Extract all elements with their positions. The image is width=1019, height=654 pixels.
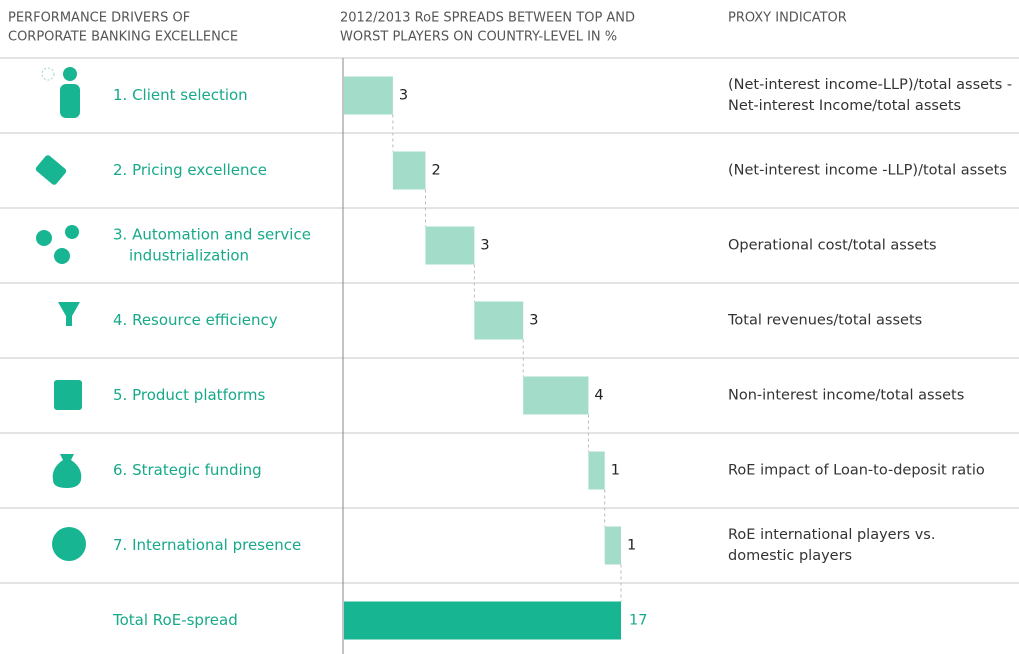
icon	[63, 67, 77, 81]
icon	[54, 248, 70, 264]
label: 6. Strategic funding	[113, 461, 262, 479]
bar	[523, 376, 589, 415]
label: 5. Product platforms	[113, 386, 266, 404]
value-label: 3	[529, 313, 538, 329]
bar	[392, 151, 426, 190]
bar	[604, 526, 621, 565]
icon	[52, 527, 86, 561]
label: 2. Pricing excellence	[113, 161, 267, 179]
icon	[52, 454, 82, 488]
column-header: WORST PLAYERS ON COUNTRY-LEVEL IN %	[340, 30, 617, 45]
icon	[58, 302, 80, 326]
column-header: PROXY INDICATOR	[728, 11, 847, 26]
label: Operational cost/total assets	[728, 238, 937, 254]
column-header: PERFORMANCE DRIVERS OF	[8, 11, 190, 26]
label: Non-interest income/total assets	[728, 388, 964, 404]
column-header: 2012/2013 RoE SPREADS BETWEEN TOP AND	[340, 11, 635, 26]
value-label: 1	[611, 463, 620, 479]
icon	[65, 225, 79, 239]
total-bar	[344, 601, 621, 640]
bar	[425, 226, 475, 265]
icons	[35, 67, 86, 561]
label: industrialization	[129, 247, 249, 265]
total-value-label: 17	[629, 613, 647, 629]
label: 4. Resource efficiency	[113, 311, 278, 329]
label: (Net-interest income-LLP)/total assets -	[728, 77, 1012, 93]
label: (Net-interest income -LLP)/total assets	[728, 163, 1007, 179]
icon	[41, 67, 55, 81]
column-header: CORPORATE BANKING EXCELLENCE	[8, 30, 238, 45]
bar	[474, 301, 524, 340]
label: RoE impact of Loan-to-deposit ratio	[728, 463, 985, 479]
label: RoE international players vs.	[728, 527, 935, 543]
bar	[344, 76, 393, 115]
label: 3. Automation and service	[113, 226, 311, 244]
label: 1. Client selection	[113, 86, 248, 104]
value-label: 3	[480, 238, 489, 254]
bar	[588, 451, 605, 490]
icon	[36, 230, 52, 246]
icon	[54, 380, 82, 410]
value-label: 1	[627, 538, 636, 554]
value-label: 2	[431, 163, 440, 179]
icon	[35, 155, 67, 185]
label: Total revenues/total assets	[727, 313, 922, 329]
label: Net-interest Income/total assets	[728, 98, 961, 114]
value-label: 4	[594, 388, 603, 404]
value-label: 3	[399, 88, 408, 104]
icon	[60, 84, 80, 118]
total-label: Total RoE-spread	[112, 611, 238, 629]
label: 7. International presence	[113, 536, 301, 554]
label: domestic players	[728, 548, 852, 564]
